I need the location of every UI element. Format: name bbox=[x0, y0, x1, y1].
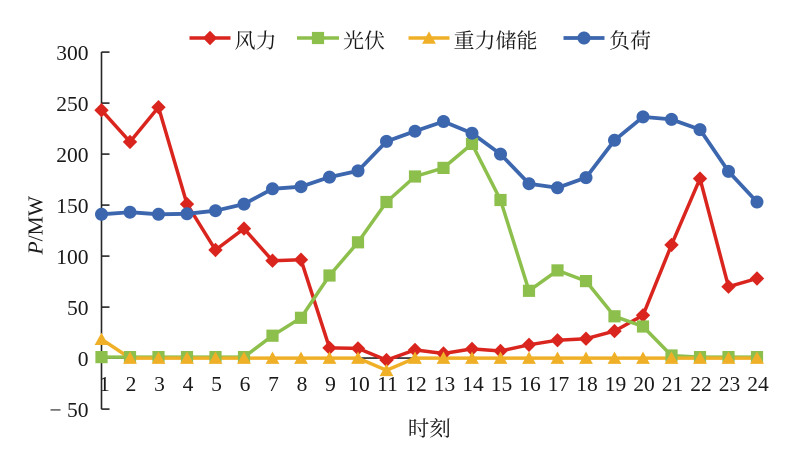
svg-text:1: 1 bbox=[99, 372, 110, 396]
svg-text:14: 14 bbox=[462, 372, 484, 396]
svg-text:11: 11 bbox=[377, 372, 398, 396]
svg-text:150: 150 bbox=[56, 194, 88, 218]
svg-text:− 50: − 50 bbox=[49, 398, 88, 422]
svg-text:P/MW: P/MW bbox=[24, 195, 48, 255]
svg-text:24: 24 bbox=[747, 372, 769, 396]
svg-text:16: 16 bbox=[519, 372, 541, 396]
svg-text:21: 21 bbox=[662, 372, 684, 396]
svg-text:12: 12 bbox=[405, 372, 427, 396]
svg-text:3: 3 bbox=[154, 372, 165, 396]
svg-text:8: 8 bbox=[297, 372, 308, 396]
svg-text:13: 13 bbox=[434, 372, 456, 396]
svg-text:19: 19 bbox=[605, 372, 627, 396]
svg-text:4: 4 bbox=[183, 372, 194, 396]
svg-text:18: 18 bbox=[576, 372, 598, 396]
svg-text:17: 17 bbox=[548, 372, 570, 396]
svg-text:20: 20 bbox=[633, 372, 655, 396]
svg-text:6: 6 bbox=[240, 372, 251, 396]
svg-text:100: 100 bbox=[56, 245, 88, 269]
svg-text:300: 300 bbox=[56, 41, 88, 65]
svg-text:23: 23 bbox=[719, 372, 741, 396]
svg-text:22: 22 bbox=[690, 372, 712, 396]
svg-text:2: 2 bbox=[126, 372, 137, 396]
svg-text:10: 10 bbox=[348, 372, 370, 396]
svg-text:5: 5 bbox=[211, 372, 222, 396]
svg-text:250: 250 bbox=[56, 92, 88, 116]
svg-text:9: 9 bbox=[325, 372, 336, 396]
svg-text:15: 15 bbox=[491, 372, 513, 396]
svg-text:7: 7 bbox=[268, 372, 279, 396]
svg-text:0: 0 bbox=[78, 347, 89, 371]
svg-text:200: 200 bbox=[56, 143, 88, 167]
svg-text:50: 50 bbox=[67, 296, 89, 320]
